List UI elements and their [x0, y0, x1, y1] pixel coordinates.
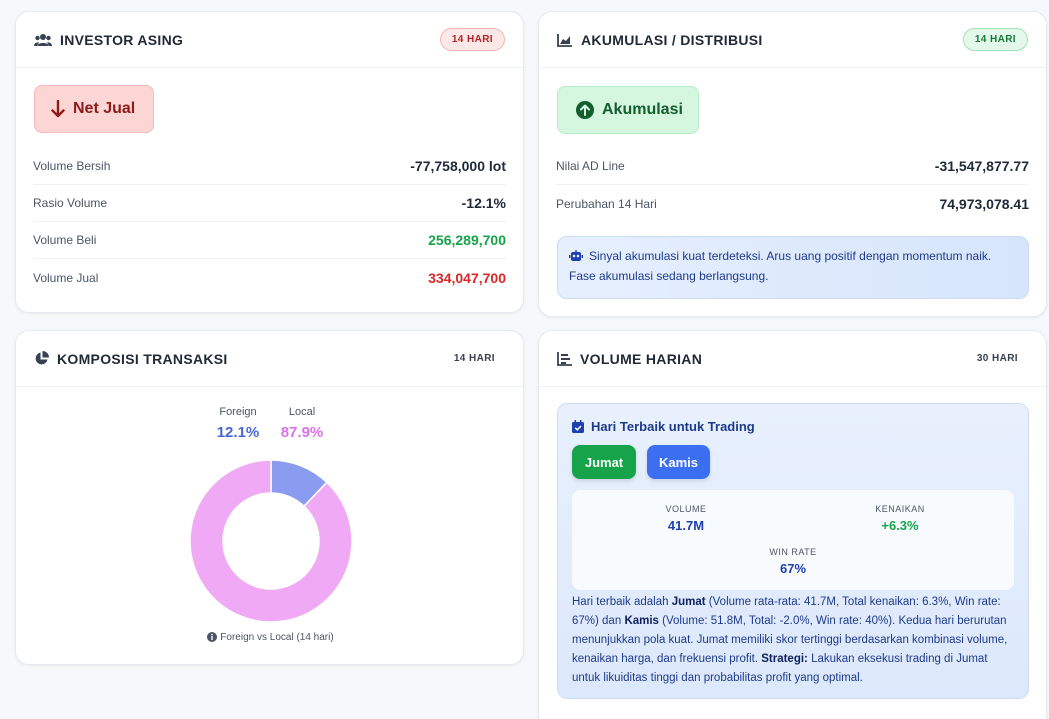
stat-row-perubahan: Perubahan 14 Hari 74,973,078.41	[556, 185, 1029, 222]
metric-win-rate: WIN RATE 67%	[719, 547, 867, 576]
legend-label: Foreign	[219, 406, 257, 418]
signal-text: Sinyal akumulasi kuat terdeteksi. Arus u…	[569, 249, 992, 283]
metric-kenaikan: KENAIKAN +6.3%	[826, 504, 974, 533]
metric-label: WIN RATE	[769, 547, 817, 557]
users-icon	[34, 33, 52, 47]
card-header: KOMPOSISI TRANSAKSI 14 HARI	[16, 331, 523, 387]
caption-text: Foreign vs Local (14 hari)	[220, 632, 334, 643]
legend-value: 12.1%	[216, 424, 260, 441]
investor-asing-card: INVESTOR ASING 14 HARI Net Jual Volume B…	[15, 11, 524, 313]
stat-label: Volume Jual	[33, 270, 99, 285]
arrow-circle-up-icon	[576, 101, 594, 119]
akumulasi-badge: Akumulasi	[557, 86, 699, 134]
stat-row-volume-bersih: Volume Bersih -77,758,000 lot	[33, 148, 506, 185]
metrics-panel: VOLUME 41.7M KENAIKAN +6.3% WIN RATE 67%	[572, 490, 1014, 590]
status-label: Akumulasi	[602, 101, 683, 118]
card-header: AKUMULASI / DISTRIBUSI 14 HARI	[539, 12, 1046, 68]
card-header: INVESTOR ASING 14 HARI	[16, 12, 523, 68]
robot-icon	[569, 250, 583, 262]
metric-volume: VOLUME 41.7M	[612, 504, 760, 533]
period-badge: 14 HARI	[453, 353, 495, 364]
best-day-title: Hari Terbaik untuk Trading	[572, 419, 755, 434]
best-day-box: Hari Terbaik untuk Trading Jumat Kamis V…	[557, 403, 1029, 699]
stat-value: -77,758,000 lot	[410, 158, 506, 174]
stat-label: Perubahan 14 Hari	[556, 196, 657, 211]
pie-chart-icon	[34, 351, 49, 366]
stat-label: Volume Beli	[33, 233, 97, 247]
stat-row-volume-jual: Volume Jual 334,047,700	[33, 259, 506, 296]
net-jual-badge: Net Jual	[34, 85, 154, 133]
area-chart-icon	[557, 33, 573, 47]
legend-label: Local	[288, 406, 316, 418]
stat-value: -12.1%	[461, 195, 506, 211]
stat-value: -31,547,877.77	[934, 158, 1029, 174]
day-button-jumat[interactable]: Jumat	[572, 445, 636, 479]
stat-row-rasio-volume: Rasio Volume -12.1%	[33, 185, 506, 222]
legend-foreign[interactable]: Foreign 12.1%	[208, 406, 268, 441]
metric-value: 41.7M	[667, 518, 705, 533]
stat-value: 334,047,700	[428, 269, 506, 286]
day-button-kamis[interactable]: Kamis	[647, 445, 710, 479]
period-badge: 30 HARI	[976, 353, 1018, 364]
stat-label: Volume Bersih	[33, 159, 111, 173]
chart-caption: Foreign vs Local (14 hari)	[16, 632, 523, 643]
stat-value: 74,973,078.41	[939, 195, 1029, 212]
komposisi-card: KOMPOSISI TRANSAKSI 14 HARI Foreign 12.1…	[15, 330, 524, 665]
signal-info-box: Sinyal akumulasi kuat terdeteksi. Arus u…	[557, 236, 1029, 299]
bar-chart-icon	[557, 351, 572, 366]
akumulasi-card: AKUMULASI / DISTRIBUSI 14 HARI Akumulasi…	[538, 11, 1047, 317]
legend-value: 87.9%	[280, 424, 324, 441]
metric-label: VOLUME	[665, 504, 707, 514]
stat-label: Rasio Volume	[33, 196, 108, 210]
best-day-description: Hari terbaik adalah Jumat (Volume rata-r…	[572, 596, 1008, 684]
metric-value: +6.3%	[881, 518, 919, 533]
donut-chart	[189, 459, 353, 623]
card-title: INVESTOR ASING	[60, 31, 184, 48]
period-badge: 14 HARI	[439, 28, 505, 51]
period-badge: 14 HARI	[962, 28, 1028, 51]
donut-slice-local[interactable]	[189, 459, 353, 623]
stat-row-nilai-ad-line: Nilai AD Line -31,547,877.77	[556, 148, 1029, 185]
card-title: VOLUME HARIAN	[580, 350, 703, 367]
card-title: AKUMULASI / DISTRIBUSI	[581, 31, 763, 48]
stat-value: 256,289,700	[428, 232, 506, 248]
card-header: VOLUME HARIAN 30 HARI	[539, 331, 1046, 387]
status-label: Net Jual	[73, 100, 136, 117]
stat-label: Nilai AD Line	[556, 159, 625, 173]
card-title: KOMPOSISI TRANSAKSI	[57, 350, 228, 367]
volume-harian-card: VOLUME HARIAN 30 HARI Hari Terbaik untuk…	[538, 330, 1047, 719]
metric-label: KENAIKAN	[875, 504, 925, 514]
stat-row-volume-beli: Volume Beli 256,289,700	[33, 222, 506, 259]
metric-value: 67%	[779, 561, 807, 576]
calendar-check-icon	[572, 420, 584, 433]
legend-local[interactable]: Local 87.9%	[272, 406, 332, 441]
info-icon	[207, 632, 218, 642]
arrow-down-icon	[51, 100, 65, 118]
